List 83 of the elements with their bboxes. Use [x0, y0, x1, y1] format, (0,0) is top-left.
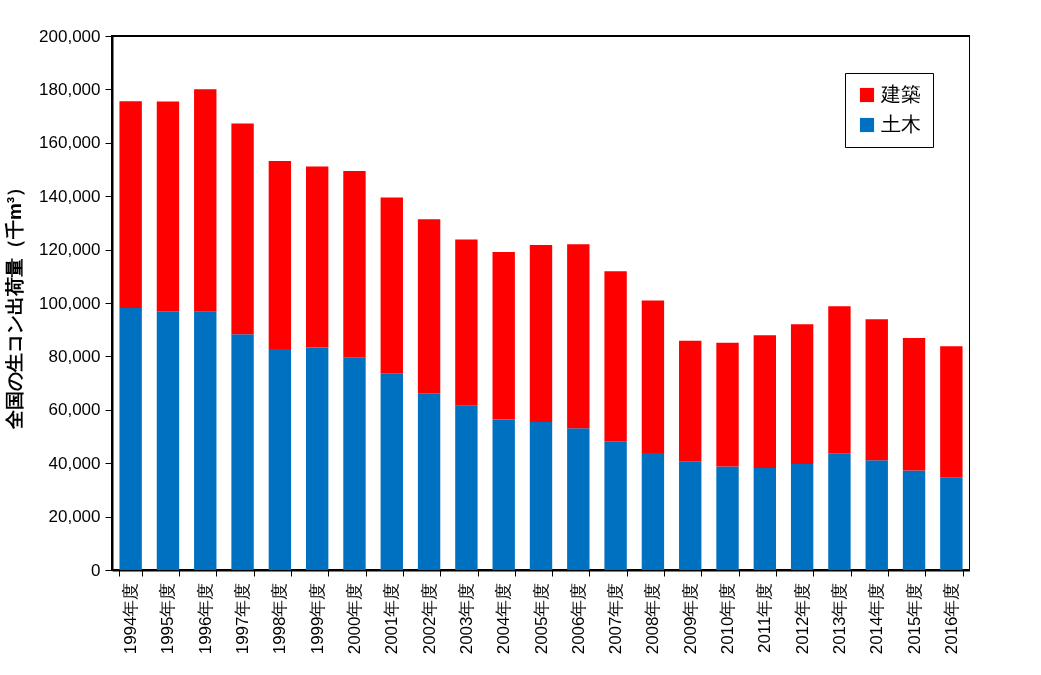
- bar: [380, 197, 403, 374]
- bar: [604, 441, 627, 570]
- x-tick-label: 2014年度: [867, 582, 887, 655]
- bar: [529, 422, 553, 570]
- bar: [865, 319, 888, 461]
- bar: [679, 340, 702, 462]
- bar: [343, 357, 366, 570]
- y-tick-label: 180,000: [39, 79, 101, 99]
- y-tick-label: 40,000: [48, 453, 101, 473]
- x-tick-label: 2015年度: [904, 582, 924, 655]
- x-tick-label: 2011年度: [755, 582, 775, 654]
- bar: [119, 308, 142, 570]
- x-tick-label: 2016年度: [941, 582, 961, 655]
- bar: [417, 393, 441, 570]
- bar: [753, 335, 777, 469]
- bar: [268, 348, 292, 570]
- bar: [305, 347, 329, 570]
- bar: [641, 453, 665, 570]
- x-tick-label: 1996年度: [195, 582, 215, 655]
- bar: [417, 219, 441, 394]
- bar: [865, 460, 888, 570]
- y-tick-label: 20,000: [48, 507, 101, 527]
- x-tick-label: 2000年度: [344, 582, 364, 655]
- bar: [790, 324, 814, 464]
- bar: [716, 466, 739, 570]
- bar: [194, 311, 217, 570]
- bar: [567, 428, 590, 570]
- bar: [231, 334, 254, 570]
- bar: [492, 419, 515, 570]
- x-tick-label: 2013年度: [829, 582, 849, 655]
- y-tick-label: 60,000: [48, 400, 101, 420]
- bar: [119, 101, 142, 309]
- x-tick-label: 2003年度: [456, 582, 476, 655]
- bar: [268, 160, 292, 349]
- bar: [305, 166, 329, 348]
- bar: [828, 453, 851, 570]
- y-tick-label: 160,000: [39, 133, 101, 153]
- x-tick-label: 1999年度: [307, 582, 327, 655]
- x-tick-label: 1998年度: [270, 582, 290, 655]
- y-tick-label: 100,000: [39, 293, 101, 313]
- bar: [529, 245, 553, 423]
- y-tick-label: 80,000: [48, 346, 101, 366]
- y-tick-label: 0: [91, 560, 101, 580]
- y-tick-label: 120,000: [39, 240, 101, 260]
- x-tick-label: 2009年度: [680, 582, 700, 655]
- x-tick-label: 2008年度: [643, 582, 663, 655]
- bar: [231, 123, 254, 335]
- y-tick-label: 140,000: [39, 186, 101, 206]
- x-tick-label: 2006年度: [568, 582, 588, 655]
- x-tick-label: 2002年度: [419, 582, 439, 655]
- bar: [828, 306, 851, 454]
- y-tick-label: 200,000: [39, 26, 101, 46]
- bar: [567, 244, 590, 429]
- bar: [716, 342, 739, 467]
- bar: [455, 405, 478, 570]
- bar: [902, 337, 926, 471]
- bar: [156, 311, 180, 570]
- bar: [940, 346, 963, 478]
- bar: [940, 477, 963, 570]
- y-axis-title: 全国の生コン出荷量（千m³）: [4, 177, 26, 431]
- bar: [492, 252, 515, 420]
- x-tick-label: 1995年度: [158, 582, 178, 655]
- bar: [343, 171, 366, 358]
- bar: [641, 300, 665, 454]
- x-tick-label: 2001年度: [382, 582, 402, 655]
- x-tick-label: 2012年度: [792, 582, 812, 655]
- bar: [194, 89, 217, 312]
- bar: [156, 101, 180, 312]
- x-tick-label: 2005年度: [531, 582, 551, 655]
- bar: [679, 461, 702, 570]
- x-tick-label: 1997年度: [233, 582, 253, 655]
- bar: [604, 271, 627, 442]
- legend-label: 土木: [881, 113, 921, 135]
- x-tick-label: 2004年度: [494, 582, 514, 655]
- bar: [902, 470, 926, 570]
- x-tick-label: 1994年度: [121, 582, 141, 655]
- x-tick-label: 2007年度: [606, 582, 626, 655]
- bar: [790, 464, 814, 570]
- x-tick-label: 2010年度: [718, 582, 738, 655]
- bar: [455, 239, 478, 406]
- bar: [753, 468, 777, 570]
- legend-label: 建築: [880, 83, 921, 105]
- bar: [380, 373, 403, 570]
